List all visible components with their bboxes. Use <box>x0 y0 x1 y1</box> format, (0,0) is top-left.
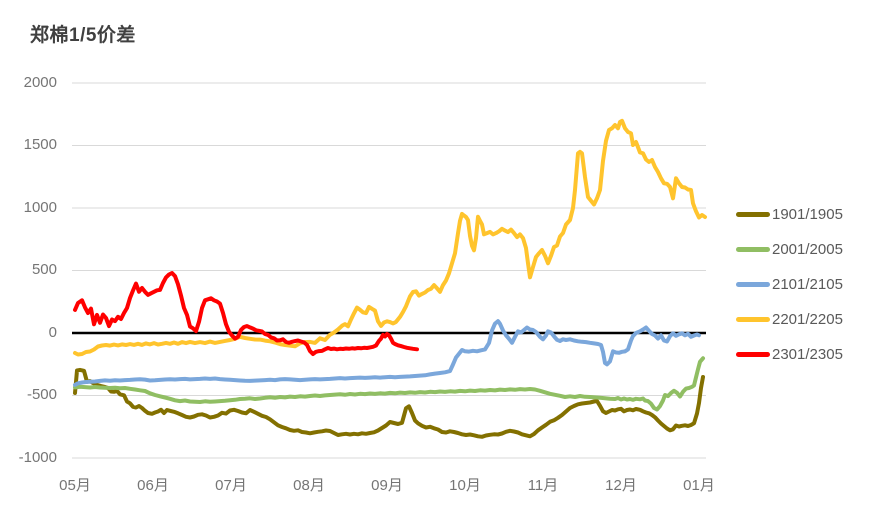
series-line-2101-2105 <box>73 319 701 387</box>
y-axis-tick-label: 500 <box>31 261 57 278</box>
legend-item-2101-2105: 2101/2105 <box>736 274 843 295</box>
series-line-2001-2005 <box>73 356 705 412</box>
legend-line-swatch <box>736 212 770 217</box>
legend-line-swatch <box>736 352 770 357</box>
x-axis-tick-label: 09月 <box>371 477 403 494</box>
y-axis-tick-label: -500 <box>26 386 57 403</box>
legend-line-swatch <box>736 282 770 287</box>
x-axis-tick-label: 12月 <box>605 477 637 494</box>
legend-item-2001-2005: 2001/2005 <box>736 239 843 260</box>
legend-label: 2201/2205 <box>772 311 843 328</box>
x-axis-tick-label: 07月 <box>215 477 247 494</box>
legend-item-2201-2205: 2201/2205 <box>736 309 843 330</box>
legend: 1901/1905 2001/2005 2101/2105 2201/2205 … <box>736 204 843 379</box>
y-axis-tick-label: -1000 <box>18 449 57 466</box>
y-axis-tick-label: 2000 <box>23 74 57 91</box>
x-axis-tick-label: 10月 <box>449 477 481 494</box>
legend-item-2301-2305: 2301/2305 <box>736 344 843 365</box>
x-axis-tick-label: 08月 <box>293 477 325 494</box>
y-axis-tick-label: 1000 <box>23 199 57 216</box>
x-axis-tick-label: 01月 <box>683 477 715 494</box>
legend-label: 2301/2305 <box>772 346 843 363</box>
x-axis-tick-label: 06月 <box>137 477 169 494</box>
legend-label: 2101/2105 <box>772 276 843 293</box>
series-line-2201-2205 <box>73 118 707 357</box>
x-axis-tick-label: 11月 <box>527 477 559 494</box>
legend-line-swatch <box>736 317 770 322</box>
y-axis-tick-label: 0 <box>48 324 57 341</box>
chart-title: 郑棉1/5价差 <box>30 25 136 46</box>
series-line-1901-1905 <box>73 367 705 439</box>
y-axis-tick-label: 1500 <box>23 136 57 153</box>
legend-line-swatch <box>736 247 770 252</box>
x-axis-tick-label: 05月 <box>59 477 91 494</box>
series-line-2301-2305 <box>73 271 419 356</box>
legend-label: 1901/1905 <box>772 206 843 223</box>
legend-label: 2001/2005 <box>772 241 843 258</box>
legend-item-1901-1905: 1901/1905 <box>736 204 843 225</box>
